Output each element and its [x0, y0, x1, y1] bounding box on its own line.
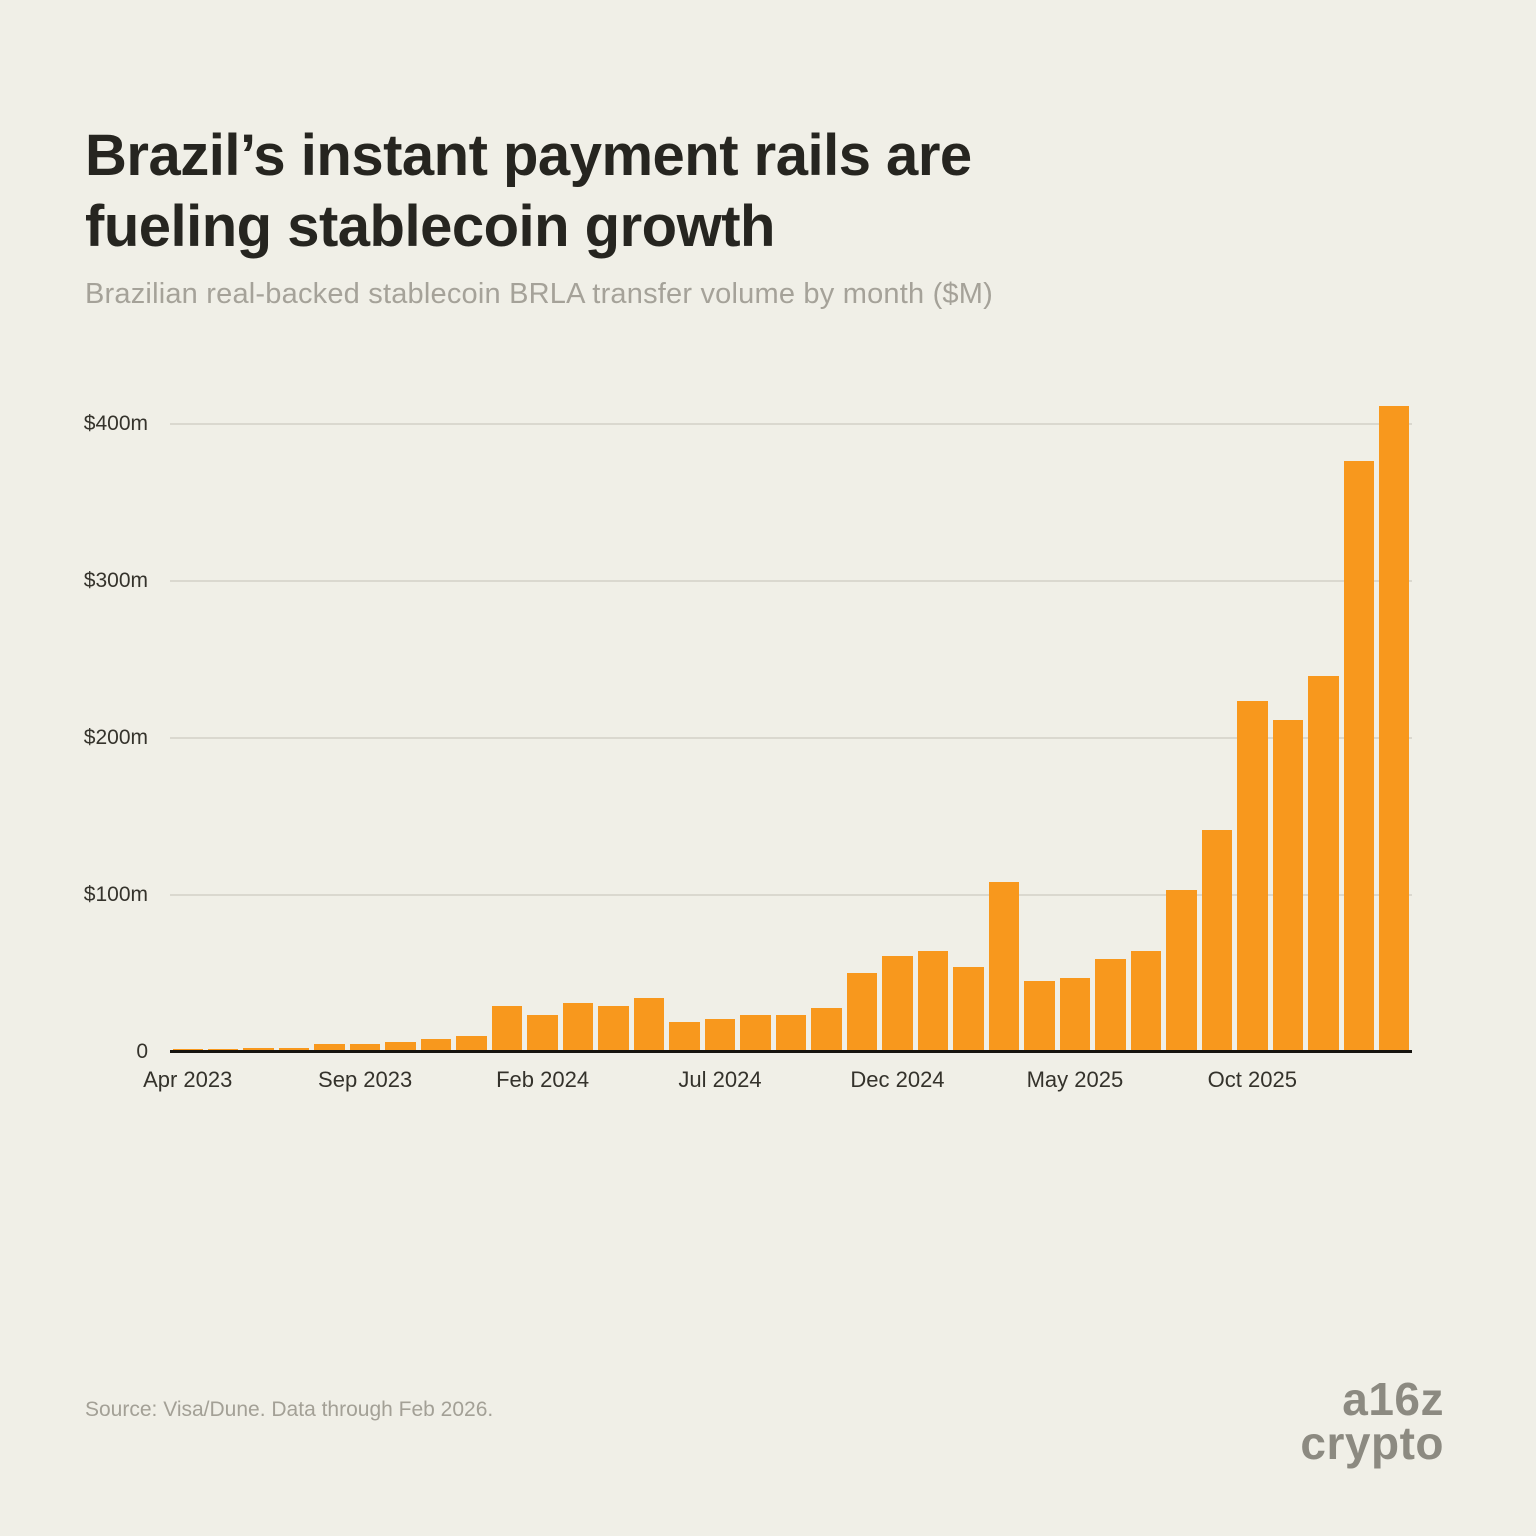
bar-sep-2025 — [1201, 830, 1233, 1050]
x-axis-line — [170, 1050, 1412, 1053]
x-axis-label-sep-2023: Sep 2023 — [318, 1067, 413, 1092]
bar-jul-2023 — [278, 1047, 310, 1050]
y-axis-label-0: 0 — [136, 1040, 148, 1063]
bar-mar-2025 — [988, 882, 1020, 1050]
bar-jul-2025 — [1130, 951, 1162, 1050]
chart-subtitle: Brazilian real-backed stablecoin BRLA tr… — [85, 278, 993, 310]
bar-oct-2025 — [1237, 701, 1268, 1050]
gridline-200 — [170, 737, 1412, 739]
bar-apr-2025 — [1024, 980, 1055, 1050]
x-axis-label-dec-2024: Dec 2024 — [850, 1067, 945, 1092]
bar-jun-2025 — [1095, 958, 1126, 1050]
y-axis-label-300: $300m — [83, 569, 148, 592]
bar-may-2025 — [1059, 977, 1091, 1050]
bar-may-2024 — [633, 998, 665, 1050]
bar-apr-2024 — [598, 1006, 629, 1050]
bar-jan-2024 — [491, 1006, 523, 1050]
bar-jun-2024 — [669, 1021, 700, 1050]
bar-oct-2024 — [811, 1007, 842, 1050]
x-axis-label-jul-2024: Jul 2024 — [678, 1067, 762, 1092]
chart-title: Brazil’s instant payment rails are fuelin… — [85, 121, 972, 263]
bar-apr-2023 — [172, 1048, 203, 1050]
chart-title-line1: Brazil’s instant payment rails are — [85, 122, 972, 188]
x-axis-label-may-2025: May 2025 — [1026, 1067, 1124, 1092]
bar-may-2023 — [207, 1048, 239, 1050]
bar-jun-2023 — [243, 1048, 274, 1050]
bar-nov-2023 — [420, 1039, 452, 1050]
logo-line-crypto: crypto — [1300, 1416, 1444, 1469]
chart-title-line2: fueling stablecoin growth — [85, 193, 775, 259]
x-axis-label-oct-2025: Oct 2025 — [1207, 1067, 1297, 1092]
bar-nov-2025 — [1272, 720, 1304, 1050]
bar-aug-2023 — [314, 1043, 345, 1050]
source-note: Source: Visa/Dune. Data through Feb 2026… — [85, 1398, 494, 1421]
y-axis-label-200: $200m — [83, 726, 148, 749]
gridline-100 — [170, 894, 1412, 896]
gridline-300 — [170, 580, 1412, 582]
y-axis-label-100: $100m — [83, 883, 148, 906]
bar-dec-2024 — [882, 955, 913, 1050]
logo-line-a16z: a16z — [1342, 1373, 1444, 1425]
bar-chart-plot-area: 0 $100m $200m $300m $400m Apr 2023 Sep 2023 Feb… — [84, 398, 1412, 1092]
bar-jul-2024 — [704, 1018, 736, 1050]
bar-dec-2023 — [456, 1035, 487, 1050]
bar-feb-2025 — [953, 966, 984, 1050]
bar-oct-2023 — [385, 1042, 416, 1050]
bar-dec-2025 — [1308, 676, 1339, 1050]
bar-feb-2026 — [1379, 406, 1410, 1050]
bar-sep-2024 — [775, 1015, 807, 1050]
bar-aug-2024 — [740, 1015, 771, 1050]
bar-mar-2024 — [562, 1002, 594, 1050]
a16z-crypto-logo: a16z crypto — [1300, 1373, 1444, 1469]
x-axis-label-feb-2024: Feb 2024 — [496, 1067, 590, 1092]
bar-jan-2025 — [917, 951, 949, 1050]
bar-nov-2024 — [846, 973, 878, 1050]
gridline-400 — [170, 423, 1412, 425]
bar-jan-2026 — [1343, 461, 1374, 1050]
bar-sep-2023 — [349, 1043, 381, 1050]
x-axis-label-apr-2023: Apr 2023 — [143, 1067, 233, 1092]
bar-feb-2024 — [527, 1015, 558, 1050]
y-axis-label-400: $400m — [83, 412, 148, 435]
bar-aug-2025 — [1166, 889, 1197, 1050]
